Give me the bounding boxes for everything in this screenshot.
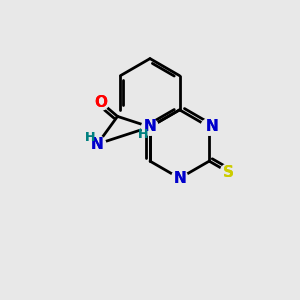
Text: N: N [91,136,104,152]
Circle shape [171,170,188,187]
Text: N: N [173,171,186,186]
Text: N: N [144,119,156,134]
Text: O: O [94,94,107,110]
Text: N: N [173,171,186,186]
Circle shape [89,136,106,152]
Text: H: H [137,128,148,141]
Circle shape [92,94,109,110]
Text: S: S [223,165,234,180]
Circle shape [201,118,217,135]
Text: H: H [137,128,148,141]
Text: N: N [144,119,156,134]
Text: N: N [205,119,218,134]
Text: N: N [205,119,218,134]
Text: S: S [223,165,234,180]
Circle shape [220,164,237,181]
Text: H: H [85,131,95,144]
Text: O: O [94,94,107,110]
Text: H: H [85,131,95,144]
Circle shape [142,118,158,135]
Text: N: N [91,136,104,152]
